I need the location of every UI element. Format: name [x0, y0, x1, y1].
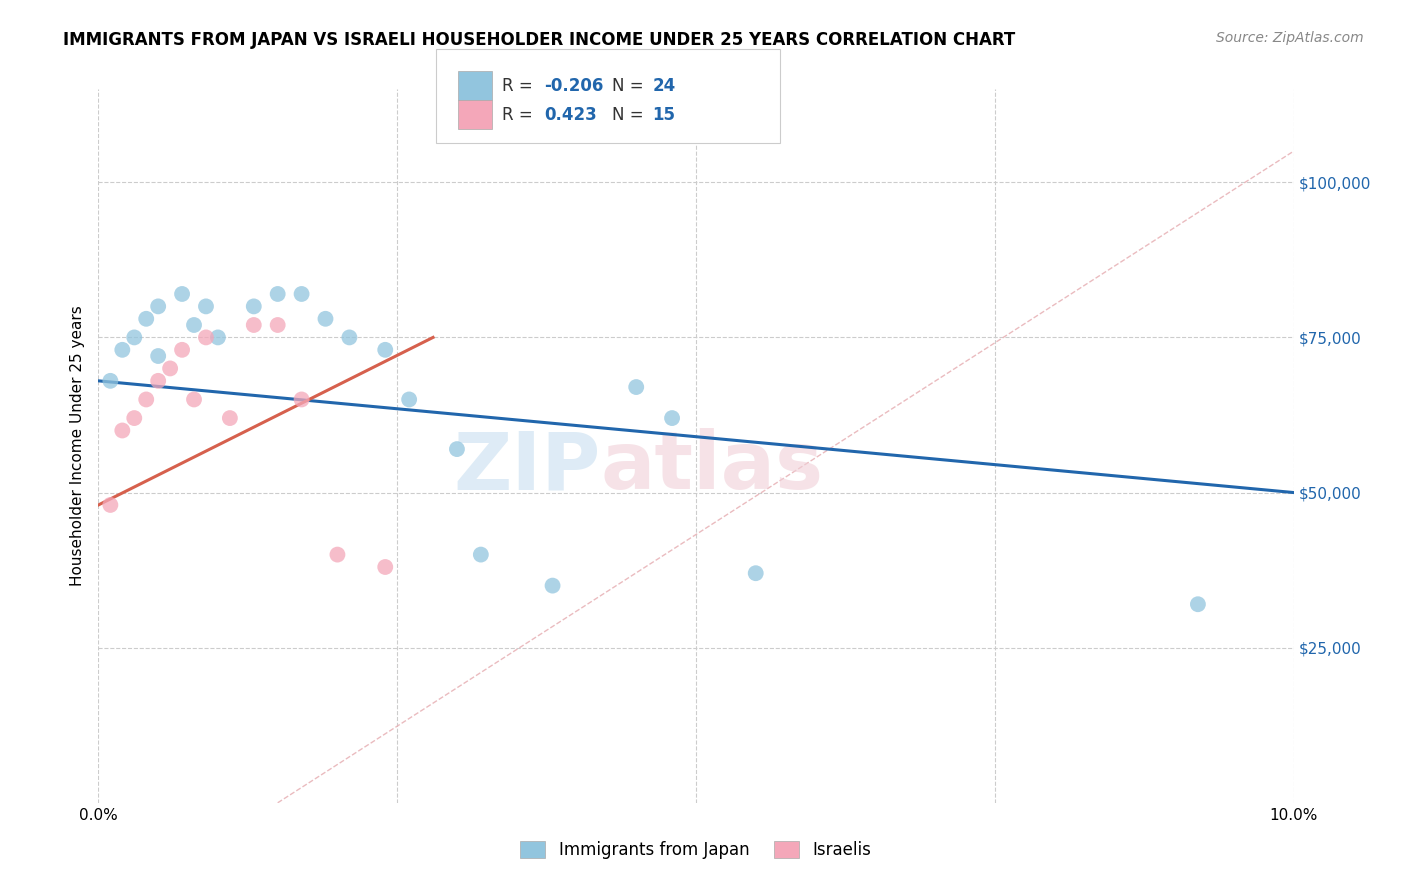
Point [183, 318, 205, 332]
Text: 15: 15 [652, 105, 675, 123]
Point [243, 299, 266, 313]
Text: 0.423: 0.423 [544, 105, 598, 123]
Text: -0.206: -0.206 [544, 77, 603, 95]
Point [111, 424, 134, 438]
Text: R =: R = [502, 105, 538, 123]
Point [135, 311, 157, 326]
Point [470, 548, 492, 562]
Text: ZIP: ZIP [453, 428, 600, 507]
Point [124, 330, 146, 344]
Point [148, 374, 170, 388]
Legend: Immigrants from Japan, Israelis: Immigrants from Japan, Israelis [513, 834, 879, 866]
Point [243, 318, 266, 332]
Text: N =: N = [612, 77, 648, 95]
Point [172, 287, 194, 301]
Point [148, 299, 170, 313]
Point [339, 330, 361, 344]
Point [195, 299, 218, 313]
Point [1187, 597, 1209, 611]
Point [374, 343, 396, 357]
Text: 24: 24 [652, 77, 676, 95]
Point [135, 392, 157, 407]
Point [291, 287, 314, 301]
Point [172, 343, 194, 357]
Point [195, 330, 218, 344]
Text: IMMIGRANTS FROM JAPAN VS ISRAELI HOUSEHOLDER INCOME UNDER 25 YEARS CORRELATION C: IMMIGRANTS FROM JAPAN VS ISRAELI HOUSEHO… [63, 31, 1015, 49]
Point [626, 380, 648, 394]
Point [745, 566, 768, 581]
Text: Source: ZipAtlas.com: Source: ZipAtlas.com [1216, 31, 1364, 45]
Text: atlas: atlas [600, 428, 824, 507]
Point [661, 411, 683, 425]
Point [446, 442, 468, 456]
Point [315, 311, 337, 326]
Point [267, 318, 290, 332]
Point [398, 392, 420, 407]
Point [219, 411, 242, 425]
Point [207, 330, 229, 344]
Point [374, 560, 396, 574]
Point [124, 411, 146, 425]
Point [111, 343, 134, 357]
Text: R =: R = [502, 77, 538, 95]
Point [98, 374, 122, 388]
Point [148, 349, 170, 363]
Point [326, 548, 349, 562]
Point [291, 392, 314, 407]
Point [267, 287, 290, 301]
Point [183, 392, 205, 407]
Point [159, 361, 181, 376]
Point [98, 498, 122, 512]
Text: N =: N = [612, 105, 648, 123]
Point [541, 579, 564, 593]
Y-axis label: Householder Income Under 25 years: Householder Income Under 25 years [69, 306, 84, 586]
